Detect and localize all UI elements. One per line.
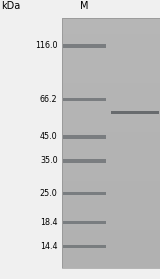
Text: 45.0: 45.0 (40, 132, 58, 141)
Bar (63, 98, 106, 102)
Text: 14.4: 14.4 (40, 242, 58, 251)
Text: 35.0: 35.0 (40, 157, 58, 165)
Text: M: M (80, 1, 88, 11)
Text: 25.0: 25.0 (40, 189, 58, 198)
Bar (63, 221, 106, 224)
Bar (63, 159, 106, 163)
Text: 66.2: 66.2 (40, 95, 58, 104)
Bar (63, 135, 106, 139)
Bar (63, 44, 106, 48)
Bar (62, 18, 160, 268)
Bar (63, 245, 106, 248)
Text: 18.4: 18.4 (40, 218, 58, 227)
Bar (111, 111, 159, 114)
Text: kDa: kDa (2, 1, 21, 11)
Bar (63, 192, 106, 195)
Text: 116.0: 116.0 (35, 42, 58, 50)
